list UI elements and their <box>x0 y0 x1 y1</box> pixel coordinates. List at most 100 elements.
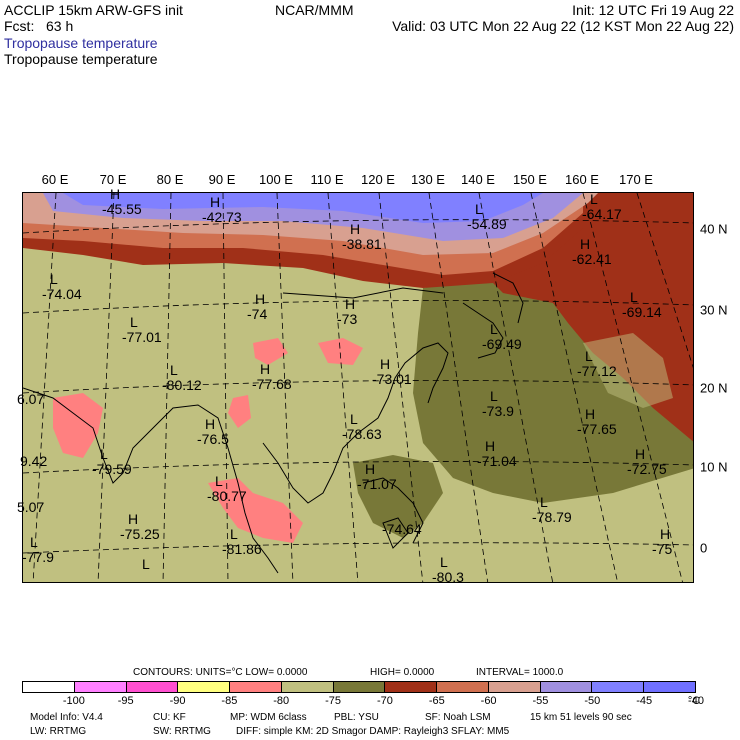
extremum-value: -69.49 <box>482 336 522 352</box>
extremum-value: -73.9 <box>482 403 514 419</box>
graticule <box>23 193 693 582</box>
field-fill-salmon <box>228 395 251 428</box>
colorbar-swatch <box>644 682 695 692</box>
low-marker: L <box>490 388 498 404</box>
high-marker: H <box>580 236 591 252</box>
tropopause-temperature-map <box>22 192 694 583</box>
low-marker: L <box>490 321 498 337</box>
low-marker: L <box>350 411 358 427</box>
lw-scheme: LW: RRTMG <box>30 726 87 737</box>
lat-label: 20 N <box>700 380 728 396</box>
forecast-hour: Fcst: 63 h <box>4 18 74 34</box>
extremum-value: -71.04 <box>477 453 517 469</box>
center-name: NCAR/MMM <box>275 2 354 18</box>
colorbar-tick-label: -90 <box>169 695 186 707</box>
colorbar-swatch <box>437 682 489 692</box>
extremum-value: -69.14 <box>622 304 662 320</box>
low-marker: L <box>230 526 238 542</box>
extremum-value: -75 <box>652 541 673 557</box>
extremum-value: -75.25 <box>120 526 160 542</box>
high-marker: H <box>255 291 266 307</box>
grid-info: 15 km 51 levels 90 sec <box>530 712 632 723</box>
low-marker: L <box>130 314 138 330</box>
colorbar-tick-label: -50 <box>584 695 601 707</box>
field-fill-blue <box>63 193 543 223</box>
extremum-value: -77.9 <box>22 549 54 565</box>
contour-interval: INTERVAL= 1000.0 <box>476 667 564 678</box>
extremum-value: -80.3 <box>432 569 464 585</box>
colorbar-tick-label: -100 <box>62 695 85 707</box>
extremum-value: -79.59 <box>92 461 132 477</box>
extremum-value: -54.89 <box>467 216 507 232</box>
high-marker: H <box>585 406 596 422</box>
low-marker: L <box>170 362 178 378</box>
high-marker: H <box>345 296 356 312</box>
high-marker: H <box>260 361 271 377</box>
high-marker: H <box>660 526 671 542</box>
high-marker: H <box>110 186 121 202</box>
model-info: Model Info: V4.4 <box>30 712 103 723</box>
high-marker: H <box>485 438 496 454</box>
colorbar-swatch <box>230 682 282 692</box>
lon-label: 70 E <box>99 172 127 187</box>
extremum-value: -78.63 <box>342 426 382 442</box>
extremum-value: -71.07 <box>357 476 397 492</box>
field-fill-salmon <box>208 478 303 543</box>
field-title-primary: Tropopause temperature <box>4 35 158 51</box>
low-marker: L <box>142 556 150 572</box>
high-marker: H <box>635 446 646 462</box>
contour-high: HIGH= 0.0000 <box>370 667 435 678</box>
map-canvas <box>23 193 693 582</box>
cu-scheme: CU: KF <box>153 712 186 723</box>
extremum-value: -76.5 <box>197 431 229 447</box>
sw-scheme: SW: RRTMG <box>153 726 211 737</box>
low-marker: L <box>475 201 483 217</box>
colorbar-swatch <box>592 682 645 692</box>
colorbar-swatch <box>540 682 593 692</box>
extremum-value: -78.79 <box>532 509 572 525</box>
high-marker: H <box>365 461 376 477</box>
coastlines <box>23 272 524 574</box>
lon-label: 140 E <box>461 172 495 187</box>
extremum-value: -80.77 <box>207 488 247 504</box>
extremum-value: -73.01 <box>372 371 412 387</box>
lon-label: 80 E <box>156 172 184 187</box>
extremum-value: 5.07 <box>17 499 45 515</box>
high-marker: H <box>210 194 221 210</box>
lon-label: 90 E <box>208 172 236 187</box>
colorbar-tick-label: -60 <box>480 695 497 707</box>
lon-label: 150 E <box>513 172 547 187</box>
pbl-scheme: PBL: YSU <box>334 712 379 723</box>
low-marker: L <box>30 534 38 550</box>
lon-label: 60 E <box>41 172 69 187</box>
field-fill-salmon <box>53 393 103 458</box>
extremum-value: 6.07 <box>17 391 45 407</box>
colorbar-tick-label: -45 <box>636 695 653 707</box>
colorbar-tick-label: -55 <box>532 695 549 707</box>
mp-scheme: MP: WDM 6class <box>230 712 307 723</box>
extremum-value: -74.64 <box>382 521 422 537</box>
extremum-value: -80.12 <box>162 377 202 393</box>
colorbar-swatch <box>74 682 127 692</box>
field-title-secondary: Tropopause temperature <box>4 51 158 67</box>
lat-label: 10 N <box>700 459 728 475</box>
diffusion-info: DIFF: simple KM: 2D Smagor DAMP: Rayleig… <box>236 726 510 737</box>
colorbar-tick-label: -95 <box>117 695 134 707</box>
contour-info: CONTOURS: UNITS=°C LOW= 0.0000 <box>133 667 308 678</box>
lon-label: 160 E <box>565 172 599 187</box>
lat-label: 30 N <box>700 302 728 318</box>
extremum-value: -38.81 <box>342 236 382 252</box>
lon-label: 170 E <box>619 172 653 187</box>
lat-label: 40 N <box>700 221 728 237</box>
extremum-value: -72.75 <box>627 461 667 477</box>
colorbar-swatch <box>333 682 386 692</box>
extremum-value: -77.68 <box>252 376 292 392</box>
extremum-value: -77.65 <box>577 421 617 437</box>
high-marker: H <box>350 221 361 237</box>
extremum-value: -45.55 <box>102 201 142 217</box>
model-title: ACCLIP 15km ARW-GFS init <box>4 2 183 18</box>
colorbar-tick-label: -80 <box>273 695 290 707</box>
colorbar-swatch <box>126 682 179 692</box>
colorbar-swatch <box>385 682 438 692</box>
colorbar-swatch <box>281 682 334 692</box>
